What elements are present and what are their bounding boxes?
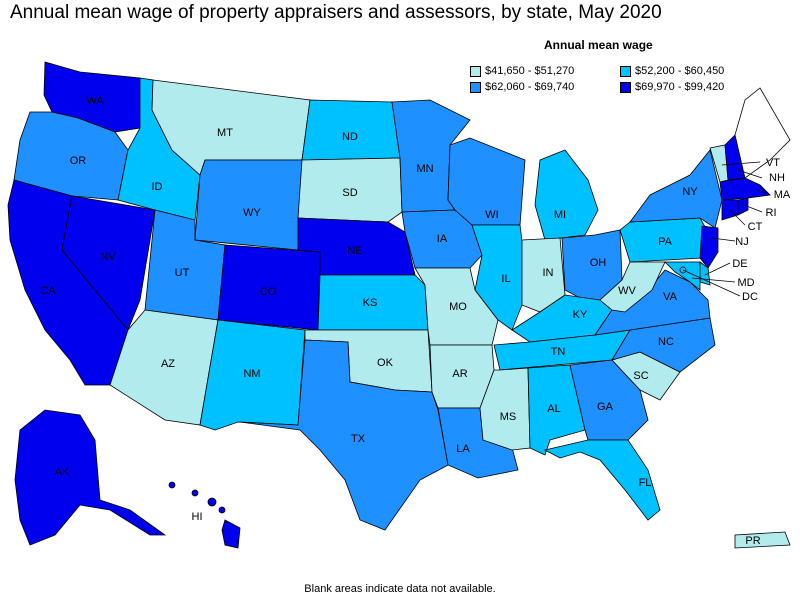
state-label-ok: OK (377, 357, 394, 369)
state-mi[interactable] (534, 149, 599, 241)
legend-label-3: $62,060 - $69,740 (485, 81, 575, 93)
legend-label-2: $52,200 - $60,450 (635, 65, 725, 77)
state-label-nm: NM (243, 368, 260, 380)
state-tx[interactable] (239, 339, 449, 531)
state-label-sc: SC (633, 370, 648, 382)
legend-title: Annual mean wage (544, 38, 653, 52)
state-label-sd: SD (342, 187, 357, 199)
state-label-wi: WI (485, 209, 498, 221)
state-label-va: VA (663, 291, 678, 303)
state-label-il: IL (501, 273, 510, 285)
state-label-al: AL (547, 403, 560, 415)
map-title: Annual mean wage of property appraisers … (10, 2, 662, 23)
state-label-vt: VT (766, 157, 780, 169)
state-label-ut: UT (175, 267, 190, 279)
legend-item-1: $41,650 - $51,270 (470, 65, 574, 77)
state-md[interactable] (664, 261, 701, 291)
state-wv[interactable] (599, 261, 666, 313)
state-label-ks: KS (363, 297, 378, 309)
state-label-mo: MO (449, 301, 467, 313)
state-nd[interactable] (301, 99, 401, 161)
state-ma[interactable] (719, 177, 771, 201)
legend-label-1: $41,650 - $51,270 (485, 65, 575, 77)
legend-label-4: $69,970 - $99,420 (635, 81, 725, 93)
state-label-ky: KY (573, 309, 588, 321)
leader-lines (682, 161, 769, 297)
state-label-ia: IA (437, 233, 448, 245)
state-label-co: CO (260, 286, 277, 298)
legend-swatch-2 (620, 65, 631, 77)
state-label-ga: GA (597, 401, 614, 413)
state-nv[interactable] (61, 195, 156, 331)
legend-item-4: $69,970 - $99,420 (620, 81, 724, 93)
legend-swatch-1 (470, 65, 481, 77)
legend-item-2: $52,200 - $60,450 (620, 65, 724, 77)
state-label-nj: NJ (735, 236, 748, 248)
state-label-ct: CT (748, 221, 763, 233)
state-label-ms: MS (500, 411, 517, 423)
state-label-az: AZ (161, 358, 175, 370)
state-pr[interactable] (734, 531, 791, 549)
state-label-wv: WV (618, 285, 636, 297)
state-label-ri: RI (766, 207, 777, 219)
state-label-in: IN (543, 267, 554, 279)
state-label-wy: WY (243, 207, 261, 219)
state-wy[interactable] (194, 159, 303, 251)
state-label-hi: HI (192, 511, 203, 523)
footnote: Blank areas indicate data not available. (304, 583, 496, 595)
legend-swatch-4 (620, 81, 631, 93)
state-ak[interactable] (14, 409, 167, 546)
state-wa[interactable] (43, 61, 153, 133)
state-label-mt: MT (217, 127, 233, 139)
state-label-nc: NC (658, 336, 674, 348)
state-label-ar: AR (452, 368, 467, 380)
state-label-ny: NY (682, 186, 698, 198)
state-label-ne: NE (347, 245, 362, 257)
state-label-pa: PA (658, 236, 673, 248)
state-label-nv: NV (100, 251, 116, 263)
state-label-nd: ND (342, 131, 358, 143)
state-label-id: ID (152, 181, 163, 193)
state-ri[interactable] (737, 197, 749, 216)
state-label-ak: AK (55, 466, 70, 478)
state-label-ca: CA (40, 285, 56, 297)
state-ny[interactable] (629, 149, 723, 229)
state-label-la: LA (456, 443, 470, 455)
state-label-nh: NH (769, 172, 785, 184)
state-label-tx: TX (351, 433, 366, 445)
state-sd[interactable] (297, 157, 403, 223)
state-me[interactable] (734, 87, 791, 179)
state-fl[interactable] (543, 439, 661, 521)
state-label-de: DE (732, 258, 747, 270)
state-label-dc: DC (742, 291, 758, 303)
state-il[interactable] (471, 224, 529, 331)
state-label-oh: OH (590, 257, 607, 269)
state-label-pr: PR (745, 535, 760, 547)
state-label-fl: FL (639, 477, 652, 489)
state-labels: WA OR CA NV ID MT WY UT AZ CO NM ND SD NE KS OK TX MN IA MO… (40, 95, 791, 547)
state-label-wa: WA (86, 95, 104, 107)
state-label-ma: MA (774, 189, 791, 201)
state-hi[interactable] (168, 481, 241, 549)
state-label-or: OR (70, 155, 87, 167)
state-label-md: MD (737, 277, 754, 289)
state-label-tn: TN (551, 346, 566, 358)
legend-swatch-3 (470, 81, 481, 93)
state-label-mi: MI (554, 209, 566, 221)
state-nj[interactable] (699, 225, 719, 269)
legend-item-3: $62,060 - $69,740 (470, 81, 574, 93)
state-label-mn: MN (416, 163, 433, 175)
